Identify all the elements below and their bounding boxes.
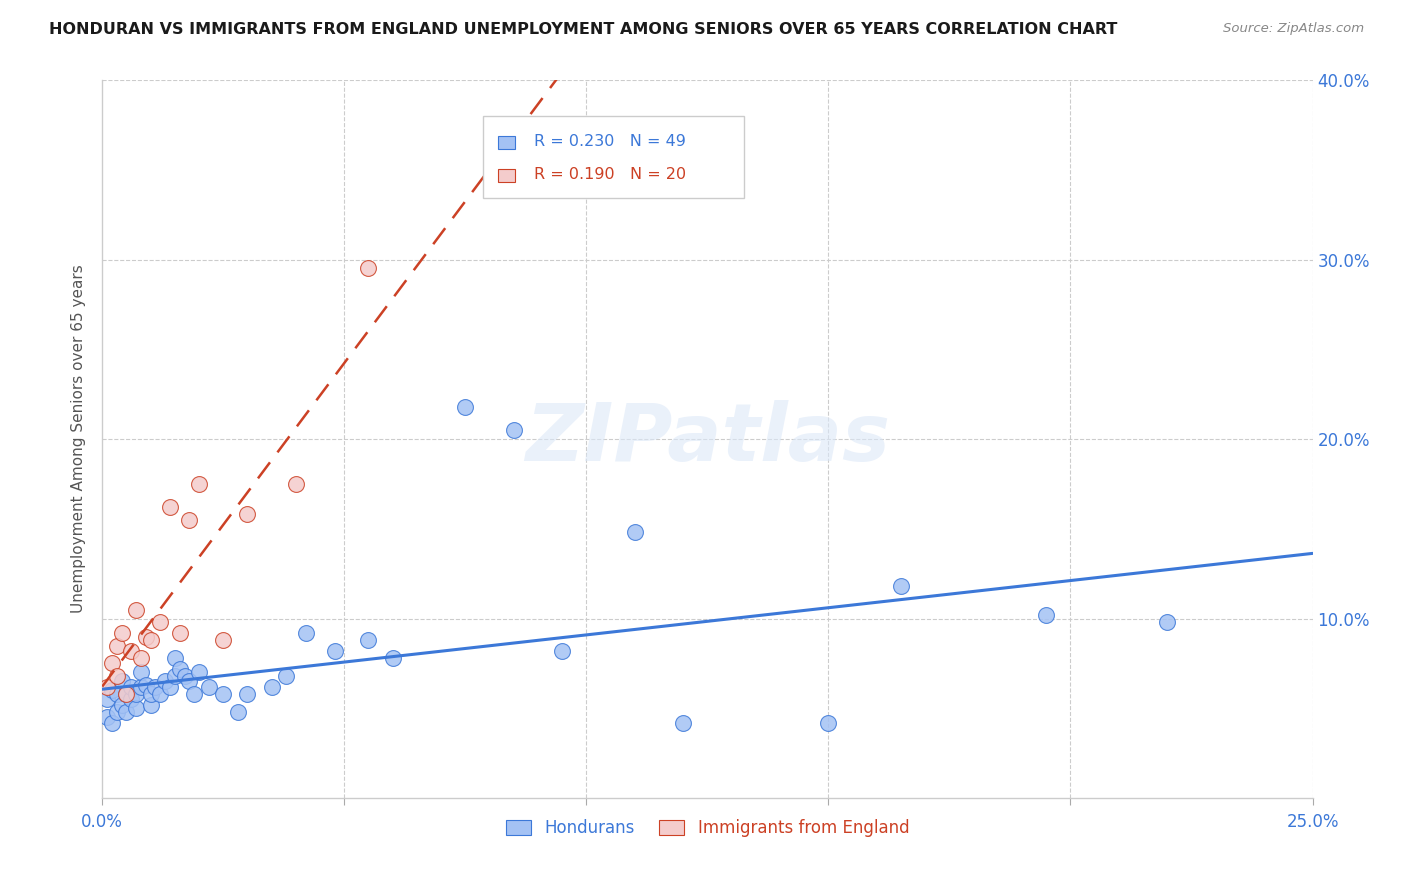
Y-axis label: Unemployment Among Seniors over 65 years: Unemployment Among Seniors over 65 years xyxy=(72,265,86,614)
Point xyxy=(179,513,201,527)
Text: Source: ZipAtlas.com: Source: ZipAtlas.com xyxy=(1223,22,1364,36)
Point xyxy=(105,639,128,653)
Point xyxy=(179,674,201,689)
Point xyxy=(145,680,167,694)
Point xyxy=(139,633,162,648)
Point xyxy=(623,525,645,540)
Point xyxy=(551,644,574,658)
Point xyxy=(129,651,152,665)
Bar xyxy=(498,169,516,182)
Point xyxy=(120,644,142,658)
Point xyxy=(212,633,235,648)
Point xyxy=(110,698,132,712)
Point xyxy=(105,687,128,701)
Point xyxy=(105,705,128,719)
Point xyxy=(276,669,298,683)
Point xyxy=(101,715,124,730)
Point xyxy=(1035,607,1057,622)
Point xyxy=(260,680,283,694)
Point xyxy=(169,626,191,640)
Point xyxy=(125,701,148,715)
Point xyxy=(115,705,138,719)
Point xyxy=(139,687,162,701)
Point xyxy=(153,674,176,689)
Bar xyxy=(484,116,744,199)
Point xyxy=(120,680,142,694)
Point xyxy=(96,710,118,724)
Point xyxy=(159,500,181,515)
Point xyxy=(197,680,219,694)
Point xyxy=(125,602,148,616)
Point xyxy=(163,651,186,665)
Point xyxy=(115,687,138,701)
Point xyxy=(101,657,124,671)
Point xyxy=(323,644,346,658)
Point xyxy=(96,680,118,694)
Bar xyxy=(498,136,516,149)
Point xyxy=(129,680,152,694)
Point xyxy=(96,692,118,706)
Point xyxy=(149,687,172,701)
Text: R = 0.190   N = 20: R = 0.190 N = 20 xyxy=(534,167,686,182)
Point xyxy=(1156,615,1178,630)
Point xyxy=(120,692,142,706)
Point xyxy=(149,615,172,630)
Point xyxy=(159,680,181,694)
Point xyxy=(672,715,695,730)
Point xyxy=(226,705,249,719)
Point xyxy=(357,261,380,276)
Point xyxy=(817,715,839,730)
Point xyxy=(183,687,205,701)
Point xyxy=(188,665,211,680)
Point xyxy=(212,687,235,701)
Point xyxy=(169,662,191,676)
Point xyxy=(173,669,195,683)
Point xyxy=(236,508,259,522)
Point xyxy=(101,683,124,698)
Point xyxy=(163,669,186,683)
Text: HONDURAN VS IMMIGRANTS FROM ENGLAND UNEMPLOYMENT AMONG SENIORS OVER 65 YEARS COR: HONDURAN VS IMMIGRANTS FROM ENGLAND UNEM… xyxy=(49,22,1118,37)
Text: ZIPatlas: ZIPatlas xyxy=(524,400,890,478)
Text: R = 0.230   N = 49: R = 0.230 N = 49 xyxy=(534,134,686,149)
Point xyxy=(236,687,259,701)
Point xyxy=(294,626,316,640)
Point xyxy=(139,698,162,712)
Point xyxy=(110,626,132,640)
Point xyxy=(284,477,307,491)
Point xyxy=(135,630,157,644)
Point xyxy=(188,477,211,491)
Point xyxy=(381,651,404,665)
Legend: Hondurans, Immigrants from England: Hondurans, Immigrants from England xyxy=(499,813,915,844)
Point xyxy=(105,669,128,683)
Point xyxy=(890,579,912,593)
Point xyxy=(129,665,152,680)
Point xyxy=(454,400,477,414)
Point xyxy=(135,678,157,692)
Point xyxy=(110,674,132,689)
Point xyxy=(125,687,148,701)
Point xyxy=(357,633,380,648)
Point xyxy=(115,687,138,701)
Point xyxy=(502,423,524,437)
